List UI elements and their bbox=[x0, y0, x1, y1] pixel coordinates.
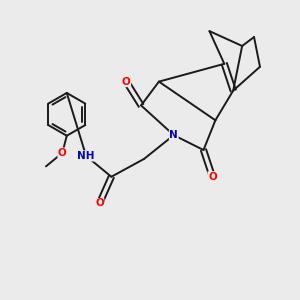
Text: O: O bbox=[58, 148, 67, 158]
Text: O: O bbox=[95, 199, 104, 208]
Text: NH: NH bbox=[77, 151, 95, 161]
Text: O: O bbox=[208, 172, 217, 182]
Text: O: O bbox=[122, 76, 130, 87]
Text: N: N bbox=[169, 130, 178, 140]
